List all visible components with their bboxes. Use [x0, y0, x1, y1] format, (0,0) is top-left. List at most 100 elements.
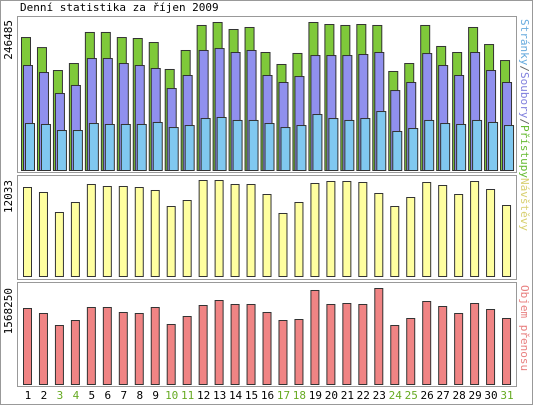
bar [488, 121, 499, 171]
bar [472, 119, 483, 171]
legend-entry: Návštěvy [518, 178, 531, 231]
bar [342, 303, 352, 385]
bar [230, 183, 240, 277]
bar [198, 305, 208, 385]
bar [408, 128, 419, 171]
bar [502, 205, 512, 277]
bar [326, 180, 336, 277]
x-tick-label: 1 [25, 389, 32, 402]
bar [198, 180, 208, 277]
bar [406, 197, 416, 278]
bar [86, 183, 96, 277]
bar [182, 200, 192, 277]
bar [438, 306, 448, 385]
bar [454, 194, 464, 277]
bar [470, 180, 480, 277]
bar [38, 312, 48, 386]
legend-separator: / [518, 65, 531, 72]
bar [264, 123, 275, 171]
bar [358, 182, 368, 277]
bar [118, 185, 128, 277]
bar [38, 191, 48, 278]
bar [166, 323, 176, 385]
bar [70, 202, 80, 277]
legend-entry: Stránky [518, 19, 531, 66]
bar [102, 306, 112, 385]
x-tick-label: 25 [405, 389, 418, 402]
bar [502, 317, 512, 386]
bar [390, 325, 400, 386]
bar [310, 182, 320, 278]
x-tick-label: 4 [73, 389, 80, 402]
bar [54, 325, 64, 386]
x-tick-label: 7 [120, 389, 127, 402]
bar [216, 116, 227, 171]
bar [214, 300, 224, 386]
legend: Objem přenosu [518, 285, 531, 371]
x-tick-label: 6 [105, 389, 112, 402]
x-tick-label: 31 [500, 389, 513, 402]
bar [120, 123, 131, 171]
legend: Návštěvy [518, 178, 531, 231]
x-tick-label: 18 [293, 389, 306, 402]
bar [294, 202, 304, 277]
bar [152, 121, 163, 171]
bar [184, 125, 195, 171]
bar [54, 212, 64, 277]
x-tick-label: 8 [136, 389, 143, 402]
bar [166, 206, 176, 278]
bar [136, 123, 147, 171]
panel-frame [17, 16, 517, 173]
x-tick-label: 11 [181, 389, 194, 402]
bar [422, 182, 432, 277]
legend-entry: Objem přenosu [518, 285, 531, 371]
bar [390, 206, 400, 278]
bar [88, 123, 99, 171]
legend-separator: / [518, 118, 531, 125]
x-tick-label: 27 [437, 389, 450, 402]
x-tick-label: 12 [197, 389, 210, 402]
bar [440, 123, 451, 171]
panel-frame [17, 282, 517, 387]
x-tick-label: 17 [277, 389, 290, 402]
bar [134, 312, 144, 386]
bar [246, 303, 256, 386]
bar [326, 303, 336, 386]
x-tick-label: 19 [309, 389, 322, 402]
x-tick-label: 10 [165, 389, 178, 402]
bar [310, 289, 320, 385]
bar [344, 119, 355, 171]
bar [86, 306, 96, 385]
bar [360, 118, 371, 171]
bar [312, 114, 323, 171]
bar [23, 308, 32, 386]
x-tick-label: 5 [89, 389, 96, 402]
x-tick-label: 3 [57, 389, 64, 402]
x-tick-label: 13 [213, 389, 226, 402]
x-tick-label: 26 [421, 389, 434, 402]
bar [118, 311, 128, 385]
bar [150, 189, 160, 277]
bar [424, 119, 435, 171]
x-tick-label: 24 [389, 389, 403, 402]
legend-entry: Soubory [518, 72, 531, 119]
x-tick-label: 22 [357, 389, 370, 402]
bar [214, 180, 224, 277]
bar [456, 123, 467, 171]
x-tick-label: 30 [484, 389, 497, 402]
bar [374, 192, 384, 277]
bar [296, 125, 307, 171]
bar [358, 303, 368, 386]
bar [278, 320, 288, 385]
bar [248, 119, 259, 171]
bar [376, 111, 387, 171]
x-tick-label: 14 [229, 389, 243, 402]
bar [150, 306, 160, 385]
bar [40, 123, 51, 171]
bar [278, 212, 288, 277]
x-tick-label: 9 [152, 389, 159, 402]
y-tick-label: 12033 [2, 180, 15, 213]
bar [406, 317, 416, 386]
bar [134, 187, 144, 277]
